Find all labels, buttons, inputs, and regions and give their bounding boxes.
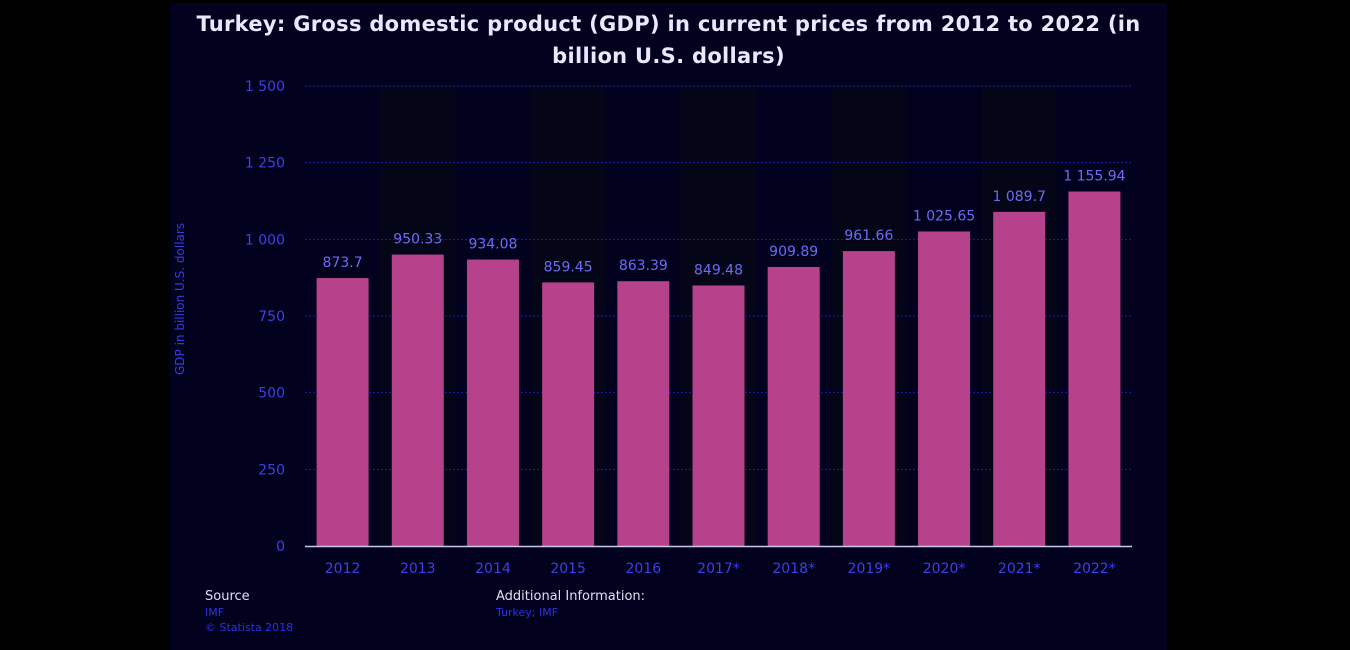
x-tick-label: 2019* bbox=[848, 561, 891, 577]
bar-value-label: 873.7 bbox=[323, 255, 363, 271]
chart-title: Turkey: Gross domestic product (GDP) in … bbox=[196, 12, 1141, 68]
bars bbox=[316, 191, 1121, 547]
value-labels: 873.7 950.33 934.08 859.45 863.39 849.48 909.8… bbox=[323, 169, 1126, 279]
y-tick-label: 1 000 bbox=[245, 232, 285, 248]
x-tick-label: 2017* bbox=[697, 561, 740, 577]
x-tick-label: 2015 bbox=[550, 561, 586, 577]
bar bbox=[692, 285, 745, 546]
bar bbox=[842, 251, 895, 546]
bar-value-label: 1 155.94 bbox=[1063, 169, 1125, 185]
x-tick-label: 2018* bbox=[772, 561, 815, 577]
y-tick-labels: 0 250 500 750 1 000 1 250 1 500 bbox=[245, 79, 285, 555]
y-tick-label: 0 bbox=[276, 539, 285, 555]
y-tick-label: 750 bbox=[258, 309, 285, 325]
x-tick-label: 2020* bbox=[923, 561, 966, 577]
bar-value-label: 849.48 bbox=[694, 262, 743, 278]
bar bbox=[617, 281, 670, 546]
bar-value-label: 863.39 bbox=[619, 258, 668, 274]
y-axis-label: GDP in billion U.S. dollars bbox=[173, 222, 187, 375]
bar-value-label: 934.08 bbox=[468, 237, 517, 253]
y-tick-label: 250 bbox=[258, 462, 285, 478]
bar bbox=[316, 278, 369, 546]
additional-info-text: Turkey; IMF bbox=[496, 606, 559, 619]
bar-value-label: 859.45 bbox=[544, 259, 593, 275]
bar bbox=[1068, 191, 1121, 547]
bar-value-label: 950.33 bbox=[393, 232, 442, 248]
source-heading: Source bbox=[205, 589, 250, 604]
y-tick-label: 1 250 bbox=[245, 156, 285, 172]
bar-value-label: 1 025.65 bbox=[913, 208, 975, 224]
bar bbox=[767, 266, 820, 546]
x-tick-label: 2022* bbox=[1073, 561, 1116, 577]
bar-value-label: 909.89 bbox=[769, 244, 818, 260]
x-tick-label: 2021* bbox=[998, 561, 1041, 577]
x-tick-label: 2012 bbox=[325, 561, 361, 577]
bar bbox=[993, 211, 1046, 547]
bar bbox=[466, 259, 519, 546]
copyright-text: © Statista 2018 bbox=[205, 621, 294, 634]
y-tick-label: 1 500 bbox=[245, 79, 285, 95]
bar bbox=[918, 231, 971, 546]
x-tick-label: 2016 bbox=[625, 561, 661, 577]
source-link[interactable]: IMF bbox=[205, 606, 225, 619]
additional-info-heading: Additional Information: bbox=[496, 589, 646, 604]
y-tick-label: 500 bbox=[258, 386, 285, 402]
bar bbox=[542, 282, 595, 546]
bar-value-label: 961.66 bbox=[844, 228, 893, 244]
x-tick-labels: 2012 2013 2014 2015 2016 2017* 2018* 2019* 2020*… bbox=[325, 561, 1116, 577]
x-tick-label: 2014 bbox=[475, 561, 511, 577]
bar bbox=[391, 254, 444, 546]
x-tick-label: 2013 bbox=[400, 561, 436, 577]
bar-value-label: 1 089.7 bbox=[993, 189, 1046, 205]
